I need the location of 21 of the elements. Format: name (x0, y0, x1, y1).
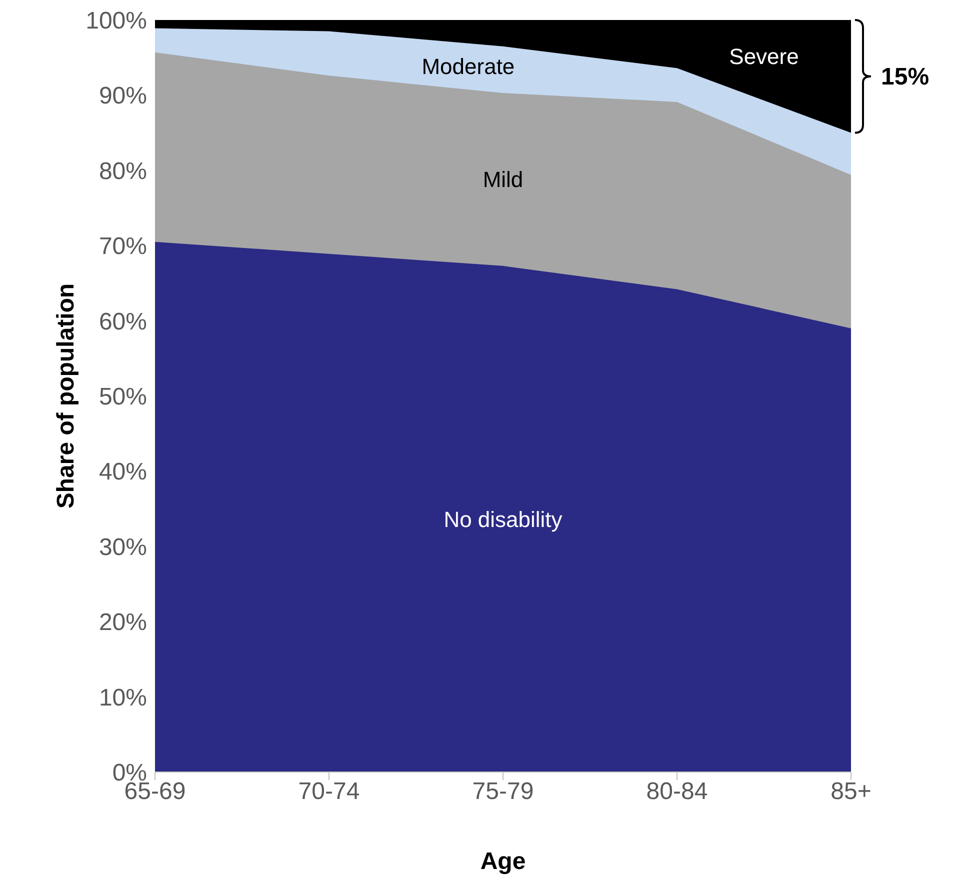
x-tick-label: 75-79 (472, 778, 534, 806)
x-tick-label: 70-74 (298, 778, 360, 806)
y-tick-label: 10% (98, 684, 147, 712)
text: 15% (881, 63, 930, 90)
series-label: Severe (729, 44, 799, 70)
y-tick-label: 100% (86, 8, 147, 35)
y-tick-label: 50% (98, 384, 147, 411)
y-axis-title: Share of population (52, 283, 80, 509)
y-tick-label: 70% (98, 233, 147, 260)
y-tick-label: 90% (98, 82, 147, 110)
y-tick-label: 60% (98, 308, 147, 336)
y-tick-label: 80% (98, 158, 147, 185)
x-axis-title: Age (480, 848, 526, 875)
y-tick-label: 30% (98, 534, 147, 561)
x-tick-label: 85+ (830, 778, 872, 806)
y-tick-label: 40% (98, 458, 147, 486)
series-label: Mild (482, 167, 524, 192)
series-label: Moderate (422, 54, 515, 80)
x-tick-label: 80-84 (646, 778, 708, 806)
y-tick-label: 20% (98, 609, 147, 636)
series-label: No disability (444, 506, 562, 532)
